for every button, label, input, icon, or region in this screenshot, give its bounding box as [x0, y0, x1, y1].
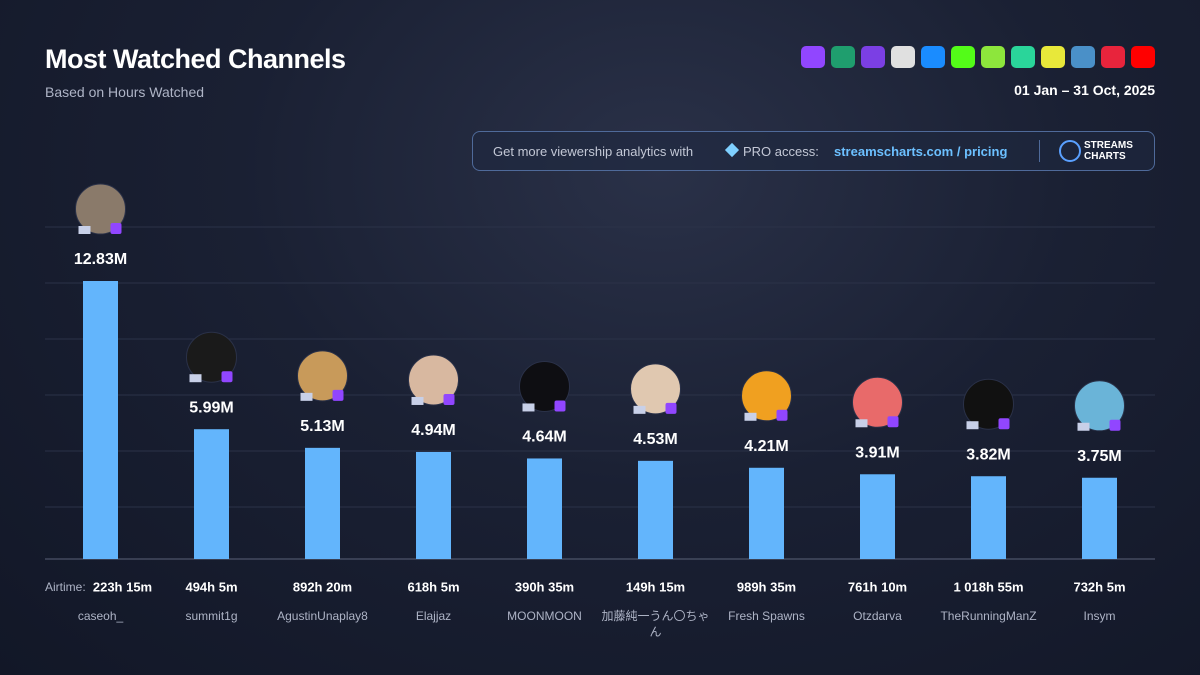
value-label: 4.21M	[744, 438, 788, 455]
bar	[860, 474, 895, 559]
channel-name: Otzdarva	[853, 609, 902, 623]
divider	[1039, 140, 1040, 162]
avatar	[852, 376, 903, 428]
value-label: 5.99M	[189, 399, 233, 416]
banner-link[interactable]: streamscharts.com / pricing	[834, 144, 1008, 159]
bar	[638, 460, 673, 559]
channel-name: TheRunningManZ	[940, 609, 1037, 623]
platform-icons	[801, 46, 1155, 68]
channel-name: Elajjaz	[415, 609, 452, 623]
banner-pro: PRO access:	[743, 144, 819, 159]
background-lines	[45, 226, 1155, 508]
channel-name: MOONMOON	[507, 609, 582, 623]
channel-name: Insym	[1083, 609, 1116, 623]
logo-icon	[1059, 140, 1081, 162]
avatar	[297, 350, 348, 402]
airtime: 618h 5m	[407, 579, 459, 594]
airtime: 494h 5m	[185, 579, 237, 594]
flag	[300, 392, 313, 401]
platform-badge	[332, 389, 344, 401]
channel-name: caseoh_	[77, 609, 124, 623]
avatar	[408, 354, 459, 406]
value-label: 4.64M	[522, 429, 566, 446]
platform-badge	[887, 416, 899, 428]
bar	[749, 467, 784, 559]
subtitle: Based on Hours Watched	[45, 84, 205, 100]
flag	[744, 412, 757, 421]
avatar	[963, 378, 1014, 430]
bar	[305, 447, 340, 559]
airtime: 989h 35m	[737, 579, 796, 594]
bar	[527, 458, 562, 559]
channel-name: Fresh Spawns	[728, 609, 805, 623]
channel-name: AgustinUnaplay8	[277, 609, 368, 623]
value-label: 4.94M	[411, 422, 455, 439]
logo-top: STREAMS	[1084, 140, 1133, 151]
platform-badge	[554, 400, 566, 412]
platform-badge	[221, 371, 233, 383]
flag	[966, 421, 979, 430]
airtime: 732h 5m	[1073, 579, 1125, 594]
platform-badge	[998, 418, 1010, 430]
flag	[189, 374, 202, 383]
value-label: 5.13M	[300, 418, 344, 435]
avatar	[630, 363, 681, 415]
airtime: 390h 35m	[515, 579, 574, 594]
flag	[78, 226, 91, 234]
bar	[416, 451, 451, 559]
bar	[83, 281, 118, 559]
banner-text: Get more viewership analytics with	[493, 144, 694, 159]
platform-badge	[110, 223, 122, 234]
value-label: 4.53M	[633, 431, 677, 448]
bar	[1082, 477, 1117, 559]
date-range: 01 Jan – 31 Oct, 2025	[1014, 82, 1155, 98]
platform-badge	[1109, 419, 1121, 431]
value-label: 3.91M	[855, 444, 899, 461]
channel-name: summit1g	[185, 609, 238, 623]
airtime: 1 018h 55m	[953, 579, 1023, 594]
avatar	[186, 331, 237, 383]
value-label: 3.82M	[966, 446, 1010, 463]
avatar	[519, 360, 570, 412]
channel-name: 加藤純一うん〇ちゃん	[601, 609, 710, 639]
flag	[522, 403, 535, 412]
avatar	[741, 370, 792, 422]
airtime: 149h 15m	[626, 579, 685, 594]
flag	[633, 405, 646, 414]
value-label: 12.83M	[74, 251, 127, 268]
airtime-label: Airtime:	[45, 580, 86, 594]
airtime: 892h 20m	[293, 579, 352, 594]
airtime: 761h 10m	[848, 579, 907, 594]
bar	[194, 429, 229, 559]
promo-banner[interactable]: Get more viewership analytics with PRO a…	[472, 131, 1155, 171]
logo-bottom: CHARTS	[1084, 151, 1126, 162]
avatar	[1074, 380, 1125, 432]
flag	[1077, 422, 1090, 431]
platform-badge	[776, 409, 788, 421]
bar	[971, 476, 1006, 559]
airtime: 223h 15m	[93, 579, 152, 594]
platform-badge	[443, 393, 455, 405]
title: Most Watched Channels	[45, 44, 346, 74]
value-label: 3.75M	[1077, 448, 1121, 465]
flag	[855, 419, 868, 428]
platform-badge	[665, 402, 677, 414]
avatar	[75, 183, 126, 235]
flag	[411, 396, 424, 405]
